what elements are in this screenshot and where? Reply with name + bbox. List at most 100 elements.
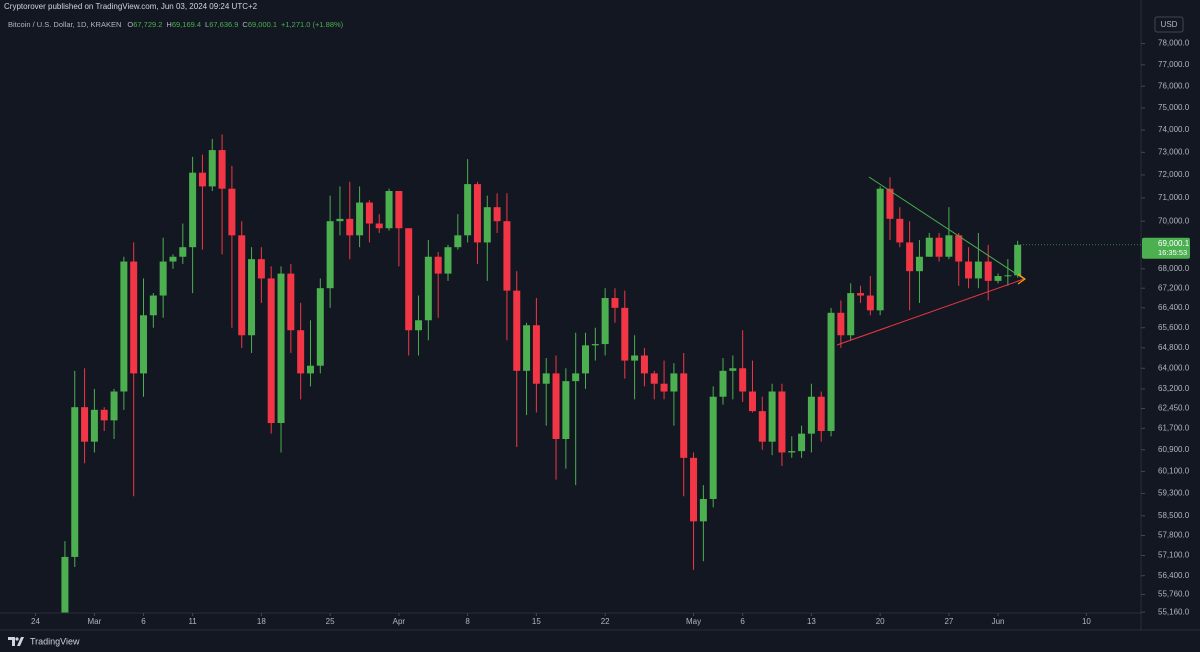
lower-trendline (836, 278, 1025, 346)
x-tick-label: May (686, 617, 701, 626)
candle-body (974, 261, 982, 279)
currency-box (1154, 16, 1184, 33)
x-tick-label: 22 (601, 617, 610, 626)
y-tick-label: 63,200.0 (1158, 384, 1190, 393)
candle-body (493, 207, 501, 222)
candle-body (218, 150, 226, 189)
x-tick-label: Mar (88, 617, 102, 626)
candle-body (356, 202, 364, 236)
candle-body (562, 381, 570, 440)
candle-body (1014, 244, 1022, 276)
y-tick-label: 75,000.0 (1158, 103, 1190, 112)
candle-body (739, 368, 747, 392)
y-tick-label: 59,300.0 (1158, 489, 1190, 498)
y-tick-label: 74,000.0 (1158, 125, 1190, 134)
candle-body (454, 235, 462, 248)
logo (8, 637, 24, 646)
candle-body (906, 242, 914, 272)
candle-body (542, 373, 550, 384)
candle-body (915, 256, 923, 272)
logo-dot (15, 637, 19, 641)
y-tick-label: 64,800.0 (1158, 343, 1190, 352)
upper-trendline (868, 176, 1025, 280)
candle-body (523, 325, 531, 371)
candle-body (287, 273, 295, 331)
y-tick-label: 57,100.0 (1158, 551, 1190, 560)
candle-body (611, 297, 619, 308)
legend-prefix: H (166, 20, 171, 29)
candle-body (778, 391, 786, 453)
candle-body (483, 207, 491, 243)
x-tick-label: 6 (141, 617, 146, 626)
candle-body (326, 221, 334, 289)
x-tick-label: 15 (532, 617, 541, 626)
x-tick-label: 27 (944, 617, 953, 626)
candle-body (650, 373, 658, 384)
candle-body (896, 218, 904, 243)
candle-body (965, 261, 973, 279)
candle-body (532, 325, 540, 384)
candle-body (444, 247, 452, 274)
candle-body (169, 256, 177, 262)
y-tick-label: 77,000.0 (1158, 60, 1190, 69)
legend-prefix: C (242, 20, 248, 29)
x-tick-label: 24 (31, 617, 40, 626)
x-tick-label: 8 (465, 617, 470, 626)
y-tick-label: 60,900.0 (1158, 445, 1190, 454)
y-tick-label: 78,000.0 (1158, 39, 1190, 48)
candle-body (267, 278, 275, 424)
candle-body (61, 556, 69, 613)
countdown: 16:35:53 (1158, 248, 1187, 257)
candle-body (631, 355, 639, 361)
candle-body (208, 150, 216, 187)
y-tick-label: 60,100.0 (1158, 467, 1190, 476)
y-tick-label: 62,450.0 (1158, 404, 1190, 413)
y-tick-label: 55,160.0 (1158, 607, 1190, 616)
candle-body (71, 407, 79, 557)
y-tick-label: 67,200.0 (1158, 283, 1190, 292)
legend-value: 67,729.2 (133, 20, 162, 29)
candle-body (857, 293, 865, 296)
candle-body (719, 370, 727, 397)
candle-body (90, 409, 98, 442)
candle-body (473, 184, 481, 243)
candle-body (228, 188, 236, 236)
candle-body (120, 261, 128, 392)
candle-body (788, 451, 796, 453)
y-tick-label: 65,600.0 (1158, 323, 1190, 332)
y-tick-label: 61,700.0 (1158, 423, 1190, 432)
published: Cryptorover published on TradingView.com… (4, 2, 258, 11)
candle-body (248, 259, 256, 336)
candle-body (100, 409, 108, 421)
candle-body (699, 498, 707, 522)
candle-body (690, 457, 698, 522)
candle-body (189, 172, 197, 248)
trend-lines (836, 176, 1027, 346)
candle-body (601, 297, 609, 345)
candle-body (277, 273, 285, 424)
candle-body (513, 290, 521, 371)
y-tick-label: 76,000.0 (1158, 81, 1190, 90)
candle-body (297, 330, 305, 374)
candle-body (503, 221, 511, 291)
candle-body (316, 288, 324, 366)
candle-body (847, 293, 855, 336)
candle-body (130, 261, 138, 374)
arrow-head (1017, 273, 1027, 285)
candle-body (945, 235, 953, 257)
candle-body (375, 223, 383, 229)
last-price-box (1142, 237, 1190, 259)
candles (61, 134, 1022, 613)
candle-body (257, 259, 265, 279)
candle-body (837, 312, 845, 336)
candle-body (591, 344, 599, 346)
candle-body (159, 261, 167, 296)
y-tick-label: 57,800.0 (1158, 531, 1190, 540)
x-tick-label: 20 (876, 617, 885, 626)
y-tick-label: 73,000.0 (1158, 147, 1190, 156)
candle-body (336, 218, 344, 222)
x-tick-label: Jun (992, 617, 1005, 626)
currency: USD (1161, 20, 1178, 29)
candle-body (758, 411, 766, 442)
